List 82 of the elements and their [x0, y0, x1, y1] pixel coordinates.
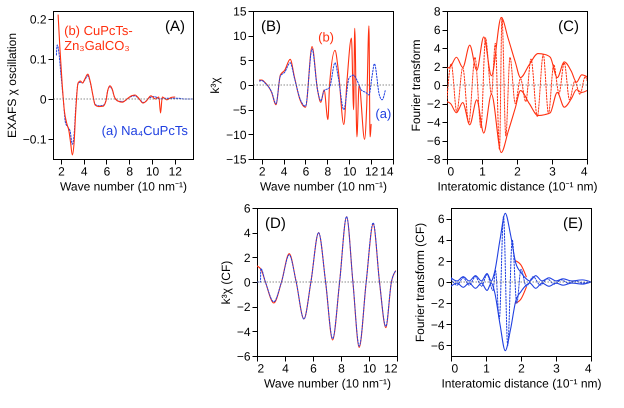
y-tick-label: −4 — [236, 324, 251, 339]
y-tick-label: 0 — [438, 276, 445, 290]
y-tick-label: −5 — [232, 103, 247, 118]
annotation: (D) — [265, 215, 286, 232]
y-tick-label: −4 — [430, 318, 445, 332]
y-tick-label: 0.2 — [30, 12, 47, 26]
x-axis-title: Wave number (10 nm⁻¹) — [264, 376, 391, 390]
y-tick-label: −6 — [430, 338, 445, 353]
x-tick-label: 2 — [258, 362, 264, 376]
x-tick-label: 0 — [448, 164, 454, 178]
annotation: (C) — [558, 18, 579, 35]
x-tick-label: 6 — [104, 164, 111, 178]
x-tick-label: 6 — [310, 362, 318, 376]
y-axis-title: Fourier transform (CF) — [412, 222, 427, 342]
x-tick-label: 6 — [302, 164, 310, 178]
y-tick-label: −8 — [426, 152, 441, 166]
y-tick-label: −2 — [426, 97, 441, 111]
x-axis-title: Wave number (10 nm⁻¹) — [260, 180, 387, 194]
y-tick-label: −6 — [236, 350, 251, 364]
y-tick-label: 6 — [244, 202, 251, 216]
y-tick-label: 8 — [434, 4, 441, 18]
x-tick-label: 2 — [58, 164, 66, 178]
y-tick-label: −15 — [226, 152, 247, 166]
y-axis-title: EXAFS χ oscillation — [4, 32, 19, 138]
y-tick-label: −10 — [226, 128, 247, 142]
x-tick-label: 4 — [280, 164, 288, 178]
y-tick-label: 15 — [233, 4, 247, 18]
x-tick-label: 8 — [338, 362, 346, 376]
y-tick-label: 10 — [233, 29, 247, 44]
series-label: (a) Na₄CuPcTs — [102, 123, 188, 138]
x-tick-label: 4 — [584, 362, 592, 376]
series-label: (b) CuPcTs- Zn₃GalCO₃ — [64, 23, 133, 53]
x-tick-label: 2 — [514, 164, 522, 178]
x-tick-label: 2 — [258, 164, 266, 178]
y-tick-label: 6 — [438, 212, 445, 226]
x-tick-label: 2 — [518, 362, 526, 376]
y-tick-label: 4 — [438, 233, 445, 248]
x-axis-title: Wave number (10 nm⁻¹) — [60, 180, 187, 194]
y-tick-label: 0 — [40, 92, 47, 106]
y-tick-label: 0 — [244, 276, 251, 290]
y-tick-label: 2 — [438, 254, 445, 268]
x-axis-title: Interatomic distance (10⁻¹ nm) — [441, 376, 602, 390]
series-label: (a) — [375, 106, 392, 121]
x-tick-label: 0 — [452, 362, 458, 376]
x-tick-label: 14 — [380, 164, 394, 178]
series-label: (b) — [318, 30, 334, 45]
x-tick-label: 1 — [483, 362, 490, 376]
y-axis-title: Fourier transform — [408, 39, 423, 132]
y-tick-label: −2 — [236, 300, 251, 314]
x-tick-label: 1 — [479, 164, 486, 178]
y-tick-label: −2 — [430, 296, 445, 311]
y-tick-label: 6 — [434, 23, 441, 37]
x-tick-label: 10 — [146, 164, 160, 178]
y-tick-label: −6 — [426, 134, 441, 148]
x-tick-label: 12 — [384, 362, 398, 376]
x-tick-label: 3 — [553, 362, 560, 376]
x-tick-label: 4 — [580, 164, 588, 178]
x-tick-label: 10 — [362, 362, 376, 376]
x-tick-label: 4 — [282, 362, 290, 376]
x-tick-label: 12 — [364, 164, 379, 178]
annotation: (E) — [563, 215, 583, 232]
y-tick-label: 0.1 — [30, 52, 47, 66]
y-tick-label: 2 — [244, 250, 251, 265]
annotation: (B) — [261, 18, 281, 35]
y-tick-label: 5 — [240, 54, 247, 68]
y-tick-label: 2 — [434, 60, 441, 74]
y-tick-label: 4 — [434, 42, 441, 56]
x-tick-label: 4 — [80, 164, 88, 178]
y-tick-label: 0 — [434, 78, 441, 92]
x-tick-label: 10 — [343, 164, 357, 178]
y-axis-title: k³χ — [208, 76, 222, 94]
annotation: (A) — [165, 18, 185, 35]
y-tick-label: −0.1 — [22, 132, 47, 146]
x-tick-label: 8 — [324, 164, 332, 178]
y-tick-label: 0 — [240, 78, 247, 92]
x-tick-label: 3 — [549, 164, 556, 178]
y-axis-title: k³χ (CF) — [218, 260, 233, 304]
y-tick-label: −4 — [426, 116, 441, 130]
x-tick-label: 12 — [168, 164, 182, 178]
x-tick-label: 8 — [126, 164, 134, 178]
x-axis-title: Interatomic distance (10⁻¹ nm) — [437, 180, 598, 194]
y-tick-label: 4 — [244, 226, 251, 240]
